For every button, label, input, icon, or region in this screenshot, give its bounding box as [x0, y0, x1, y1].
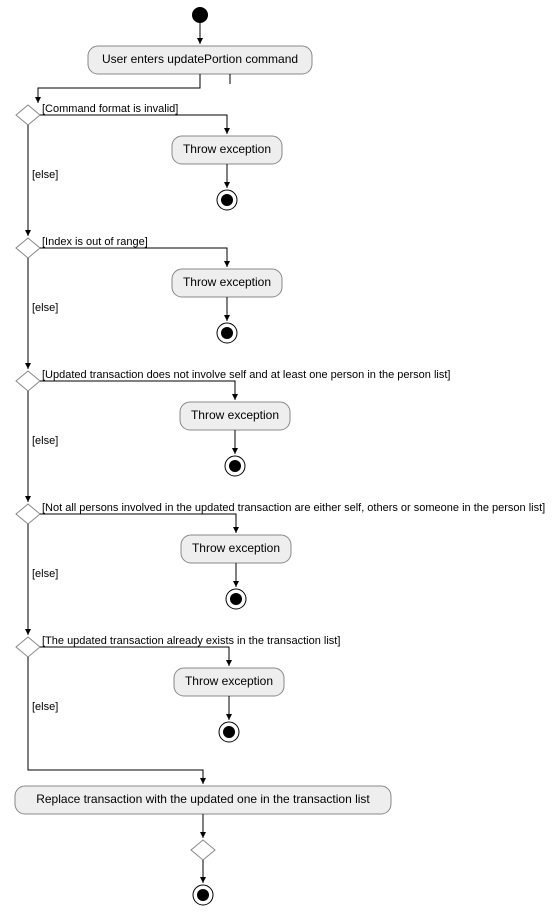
- final-node-4-inner: [230, 593, 242, 605]
- decision-already-exists: [16, 637, 40, 657]
- guard-false: [else]: [32, 435, 58, 447]
- guard-false: [else]: [32, 568, 58, 580]
- label: Throw exception: [191, 408, 279, 422]
- guard-false: [else]: [32, 302, 58, 314]
- label: Throw exception: [183, 275, 271, 289]
- label: Throw exception: [192, 541, 280, 555]
- guard-false: [else]: [32, 701, 58, 713]
- edge: [40, 248, 227, 267]
- edge: [40, 647, 229, 666]
- edge: [40, 115, 227, 134]
- label: Throw exception: [185, 674, 273, 688]
- label: Replace transaction with the updated one…: [36, 792, 370, 806]
- decision-persons-valid: [16, 504, 40, 524]
- edge: [38, 74, 200, 103]
- final-node-1-inner: [221, 194, 233, 206]
- guard-true: [Index is out of range]: [42, 236, 148, 248]
- guard-true: [Not all persons involved in the updated…: [42, 502, 545, 514]
- decision-command-format: [16, 105, 40, 125]
- guard-true: [The updated transaction already exists …: [42, 635, 340, 647]
- final-node-2-inner: [221, 327, 233, 339]
- initial-node: [192, 7, 208, 23]
- edge: [40, 514, 236, 533]
- guard-true: [Updated transaction does not involve se…: [42, 369, 450, 381]
- final-node-end-inner: [197, 889, 209, 901]
- guard-true: [Command format is invalid]: [42, 103, 178, 115]
- label: Throw exception: [183, 142, 271, 156]
- activity-diagram: User enters updatePortion command [Comma…: [0, 0, 553, 916]
- final-node-5-inner: [223, 726, 235, 738]
- merge-node: [191, 840, 215, 860]
- decision-index-range: [16, 238, 40, 258]
- edge: [40, 381, 235, 400]
- guard-false: [else]: [32, 169, 58, 181]
- label: User enters updatePortion command: [102, 52, 298, 66]
- decision-involve-self: [16, 371, 40, 391]
- final-node-3-inner: [229, 460, 241, 472]
